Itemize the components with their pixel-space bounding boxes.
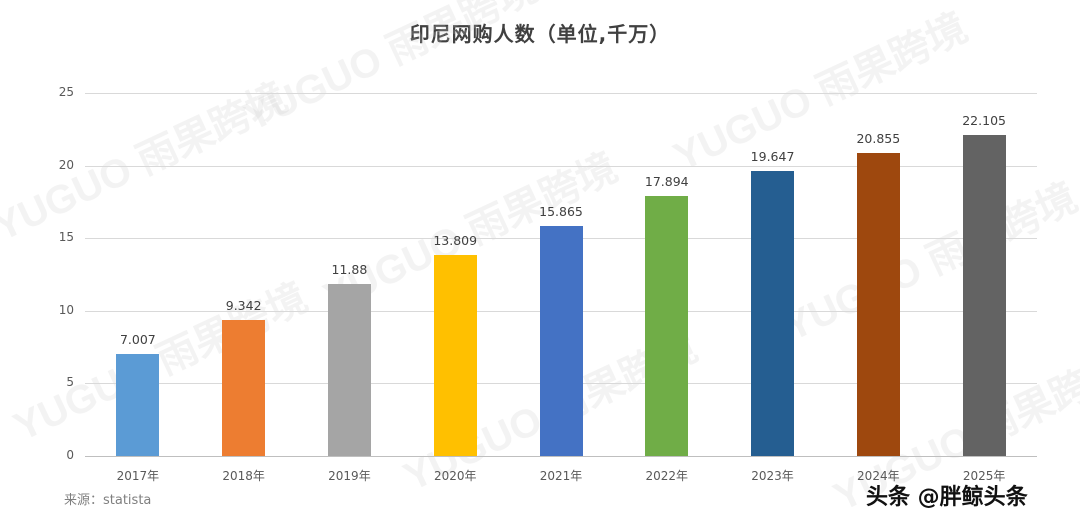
bar-2023年 [751, 170, 795, 456]
chart-title: 印尼网购人数（单位,千万） [409, 22, 671, 46]
gridline [85, 456, 1037, 457]
bar-2025年 [962, 135, 1006, 456]
x-tick-label: 2019年 [328, 469, 371, 483]
data-label: 13.809 [433, 233, 478, 249]
data-label: 7.007 [119, 332, 156, 348]
gridline [85, 93, 1037, 94]
y-tick-label: 5 [66, 375, 74, 390]
data-label: 9.342 [225, 298, 262, 314]
x-tick-label: 2024年 [857, 469, 900, 483]
x-tick-label: 2018年 [222, 469, 265, 483]
x-tick-label: 2023年 [751, 469, 794, 483]
bar-2024年 [856, 153, 900, 456]
gridline [85, 165, 1037, 167]
y-tick-label: 20 [58, 157, 74, 172]
plot-area: 7.007 9.342 11.88 13.809 15.865 17.894 19.647 2… [85, 93, 1037, 457]
y-tick-label: 25 [58, 85, 74, 99]
y-tick-label: 0 [66, 448, 74, 462]
bar-2022年 [645, 196, 689, 456]
bar-2017年 [116, 354, 160, 456]
data-label: 20.855 [856, 131, 901, 147]
data-label: 15.865 [539, 203, 583, 219]
y-tick-label: 10 [58, 302, 74, 317]
source-note: 来源：statista [64, 493, 152, 508]
bar-2021年 [539, 225, 583, 456]
data-label: 19.647 [750, 148, 795, 164]
credit-watermark: 头条 @胖鲸头条 [866, 485, 1028, 510]
x-tick-label: 2022年 [645, 469, 689, 483]
x-tick-label: 2017年 [116, 469, 160, 483]
bar-2020年 [433, 255, 477, 456]
x-tick-label: 2025年 [962, 469, 1006, 483]
bar-2018年 [222, 320, 266, 456]
x-tick-label: 2020年 [433, 469, 477, 483]
y-tick-label: 15 [58, 230, 74, 245]
data-label: 17.894 [644, 174, 689, 190]
x-tick-label: 2021年 [539, 469, 583, 483]
data-label: 22.105 [962, 113, 1006, 129]
data-label: 11.88 [331, 261, 368, 277]
bar-2019年 [327, 283, 371, 456]
